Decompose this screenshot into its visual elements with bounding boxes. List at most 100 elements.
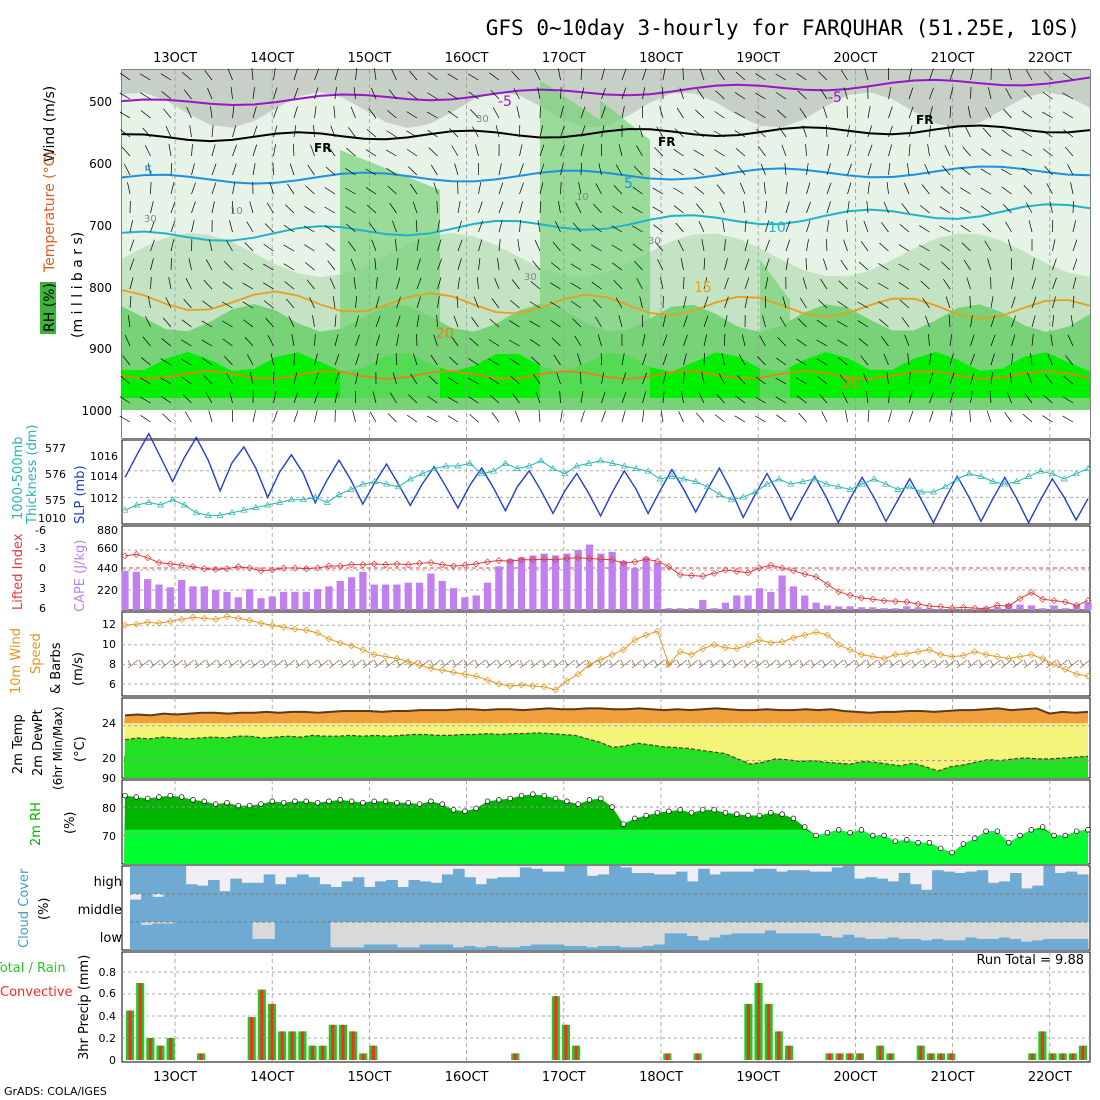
thickness-marker: [430, 464, 438, 471]
wind-barb: [796, 377, 807, 385]
rh2m-marker: [1039, 824, 1046, 830]
thickness-marker: [906, 483, 914, 490]
rh2m-marker: [507, 795, 513, 802]
wind-marker: [325, 635, 333, 643]
wind-barb: [348, 127, 356, 138]
wind-marker: [370, 651, 378, 659]
temp-yaxis: 24 20 2m Temp 2m DewPt (6hr Min/Max) (°C…: [11, 707, 116, 791]
thickness-marker: [977, 472, 985, 479]
wind-barb: [513, 88, 520, 100]
wind-barb: [408, 394, 418, 404]
li-marker: [506, 557, 514, 565]
wind-barb: [765, 201, 768, 214]
wind-barb: [252, 410, 256, 423]
cloud-gap-low: [519, 922, 532, 946]
wind-barb: [427, 92, 438, 100]
precip-conv-bar: [757, 983, 761, 1060]
wind-barb: [901, 203, 910, 214]
surface-barb: [911, 659, 923, 669]
wind-barb: [355, 296, 358, 309]
thickness-marker: [466, 459, 474, 466]
surface-barb: [620, 659, 632, 669]
wind-barb: [150, 220, 155, 233]
precip-label-3hr: 3hr Precip (mm): [77, 955, 92, 1060]
wind-marker: [200, 614, 208, 622]
wind-barb: [413, 353, 418, 366]
cape-bar: [1016, 604, 1024, 610]
rh2m-marker: [881, 832, 887, 839]
li-marker: [789, 567, 797, 575]
precip-conv-bar: [1030, 1053, 1034, 1060]
cloud-gap-low: [898, 922, 911, 939]
wind-barb: [879, 242, 889, 252]
x-axis-bottom: 13OCT 14OCT 15OCT 16OCT 17OCT 18OCT 19OCT 20OCT…: [153, 1070, 1072, 1085]
wind-barb: [697, 88, 705, 100]
wind-barb: [908, 68, 912, 81]
wind-barb: [632, 243, 643, 252]
rh2m-marker: [745, 812, 751, 819]
wind-barb: [1022, 167, 1033, 176]
wind-barb: [1042, 415, 1053, 423]
wind-barb: [1025, 69, 1033, 81]
wind-barb: [242, 301, 254, 309]
cloud-gap-low: [486, 922, 499, 946]
precip-tick-02: 0.2: [99, 1032, 117, 1045]
cloud-gap-low: [720, 922, 733, 935]
wind-barb: [560, 125, 565, 138]
surface-barb: [609, 659, 620, 669]
wind-barb: [416, 258, 421, 271]
wind-barb: [428, 147, 438, 157]
wind-barb: [721, 353, 725, 366]
cloud-gap-low: [586, 922, 599, 948]
thickness-marker: [751, 488, 759, 495]
wind-barb: [1050, 334, 1053, 347]
thickness-marker: [252, 503, 260, 510]
wind-barb: [898, 263, 910, 271]
wind-barb: [427, 129, 438, 138]
cape-bar: [948, 609, 956, 610]
wind-barb: [1028, 220, 1033, 233]
cloud-bar-low: [876, 938, 888, 950]
wind-barb: [232, 182, 236, 195]
surface-barb: [1079, 659, 1091, 669]
li-marker: [155, 559, 163, 567]
cloud-bar-high: [564, 866, 577, 894]
wind-barb: [737, 165, 746, 176]
wind-barb: [244, 336, 254, 347]
rh2m-marker: [292, 798, 298, 805]
cloud-bar-high: [375, 881, 387, 894]
cloud-gap-low: [653, 922, 666, 945]
rh2m-marker: [167, 792, 174, 799]
surface-barb: [463, 659, 475, 669]
thickness-marker: [513, 464, 521, 471]
wind-barb: [534, 239, 541, 252]
thickness-marker: [834, 483, 842, 490]
x-tick-bottom: 16OCT: [445, 1070, 489, 1085]
wind-barb: [941, 261, 951, 271]
wind-barb: [203, 279, 213, 290]
cloud-bar-low: [308, 922, 320, 950]
cloud-bar-high: [976, 870, 989, 894]
wind-barb: [928, 334, 930, 347]
cloud-gap-low: [865, 922, 877, 939]
wind-barb: [334, 391, 338, 404]
wind-barb: [510, 375, 520, 385]
dewpoint-line: [124, 732, 1089, 772]
cloud-bar-high: [776, 871, 788, 894]
li-marker: [846, 591, 854, 599]
wind-barb: [990, 334, 996, 347]
wind-barb: [185, 278, 192, 290]
cloud-bar-high: [486, 878, 499, 894]
cloud-bar-low: [976, 938, 989, 950]
wind-barb: [703, 296, 709, 309]
wind-barb: [802, 125, 807, 138]
thickness-marker: [941, 483, 949, 490]
wind-barb: [696, 203, 705, 214]
wind-barb: [765, 220, 770, 233]
thickness-marker: [394, 483, 403, 490]
wind-barb: [467, 377, 479, 385]
wind-barb: [785, 201, 790, 214]
wind-barb: [334, 334, 339, 347]
wind-barb: [488, 358, 500, 366]
li-marker: [336, 562, 344, 570]
